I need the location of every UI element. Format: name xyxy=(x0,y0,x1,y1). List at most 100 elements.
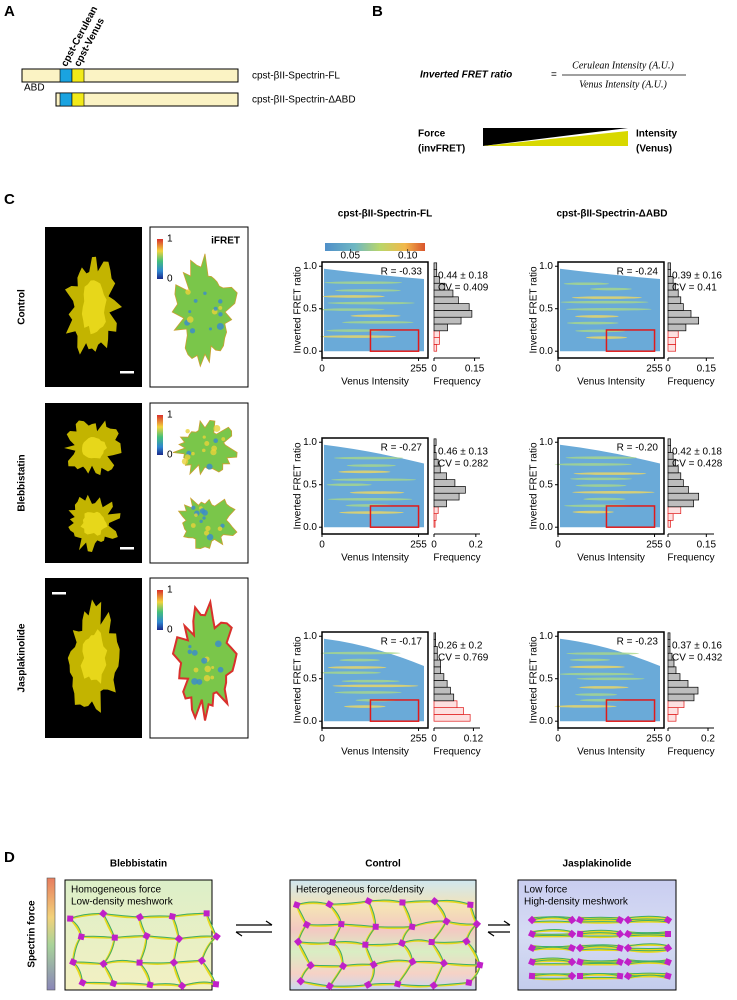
correlation-label: R = -0.33 xyxy=(381,267,423,278)
y-axis-label: Inverted FRET ratio xyxy=(293,636,304,724)
condition-title: Jasplakinolide xyxy=(563,859,632,870)
ifret-speckle xyxy=(211,665,215,669)
spectrin-strand xyxy=(531,957,573,961)
ifret-speckle xyxy=(216,322,224,330)
y-tick-label: 0.0 xyxy=(539,522,553,533)
density-band xyxy=(576,677,645,681)
histogram-bar xyxy=(667,337,677,345)
stats-label: CV = 0.428 xyxy=(672,459,723,470)
domain-label: ABD xyxy=(24,83,45,94)
density-band xyxy=(332,684,419,688)
formula-numerator: Cerulean Intensity (A.U.) xyxy=(572,60,674,71)
histogram-bar xyxy=(667,632,671,640)
histogram-bar xyxy=(433,686,451,695)
colorbar-tick-label: 1 xyxy=(167,234,173,245)
density-band xyxy=(334,289,401,292)
condition-text: High-density meshwork xyxy=(524,897,629,908)
stats-label: 0.37 ± 0.16 xyxy=(672,641,722,652)
force-label: (invFRET) xyxy=(418,144,465,155)
density-band xyxy=(327,301,415,305)
actin-node xyxy=(67,915,74,922)
actin-node xyxy=(177,981,187,991)
density-band xyxy=(572,510,614,514)
actin-node xyxy=(338,920,345,928)
y-tick-label: 0.5 xyxy=(539,673,553,684)
condition-label: Blebbistatin xyxy=(17,454,28,511)
density-band xyxy=(333,456,404,460)
force-axis-label: Spectrin force xyxy=(27,900,38,968)
actin-node xyxy=(363,980,373,989)
venus-block xyxy=(71,92,85,107)
density-band xyxy=(575,693,618,696)
hist-axis-label: Frequency xyxy=(433,747,480,758)
ifret-speckle xyxy=(185,289,191,295)
histogram-bar xyxy=(433,499,447,508)
construct-name: cpst-βII-Spectrin-FL xyxy=(252,71,340,82)
histogram-bar xyxy=(667,693,695,702)
density-band xyxy=(326,483,372,487)
histogram-bar xyxy=(667,486,689,494)
ifret-speckle xyxy=(206,533,214,541)
actin-node xyxy=(136,959,143,966)
y-tick-label: 1.0 xyxy=(303,631,317,642)
x-tick-label: 0 xyxy=(319,734,325,745)
hist-tick-label: 0 xyxy=(665,734,671,745)
histogram-bar xyxy=(433,445,436,453)
formula-denominator: Venus Intensity (A.U.) xyxy=(579,79,667,90)
spectrin-strand xyxy=(531,934,573,937)
hist-axis-label: Frequency xyxy=(667,747,714,758)
hist-tick-label: 0 xyxy=(665,364,671,375)
x-tick-label: 0 xyxy=(555,540,561,551)
panel-label: A xyxy=(4,3,15,20)
highlight-box xyxy=(605,505,656,528)
ifret-speckle xyxy=(220,523,225,528)
actin-node xyxy=(623,929,633,939)
density-band xyxy=(320,651,401,655)
density-band xyxy=(322,295,385,298)
ifret-speckle xyxy=(199,508,206,514)
actin-node xyxy=(294,937,303,946)
actin-node xyxy=(77,933,85,941)
highlight-box xyxy=(369,329,420,352)
density-band xyxy=(571,296,642,299)
correlation-label: R = -0.23 xyxy=(617,637,659,648)
ifret-speckle xyxy=(218,305,223,310)
cell-venus-core xyxy=(80,511,108,536)
histogram-bar xyxy=(667,316,700,325)
actin-node xyxy=(302,920,311,929)
actin-node xyxy=(203,910,210,917)
cerulean-block xyxy=(59,68,73,83)
ifret-speckle xyxy=(191,678,198,685)
density-band xyxy=(560,300,649,304)
formula-equals: = xyxy=(551,70,557,81)
spectrin-strand xyxy=(531,920,573,923)
spectrin-strand xyxy=(627,972,669,975)
histogram-bar xyxy=(667,303,684,311)
y-axis-label: Inverted FRET ratio xyxy=(529,266,540,354)
colorbar-tick-label: 0 xyxy=(167,625,173,636)
histogram-bar xyxy=(433,506,439,514)
highlight-box xyxy=(605,699,656,722)
image-label: iFRET xyxy=(211,236,240,247)
hist-tick-label: 0.2 xyxy=(701,734,715,745)
actin-node xyxy=(328,938,337,947)
condition-text: Low-density meshwork xyxy=(71,897,174,908)
x-tick-label: 255 xyxy=(410,540,427,551)
ifret-speckle xyxy=(191,649,198,656)
density-band xyxy=(319,308,385,311)
spectrin-strand xyxy=(579,944,621,947)
plot-frame xyxy=(321,437,429,535)
actin-node xyxy=(325,900,334,909)
histogram-bar xyxy=(433,296,459,304)
actin-node xyxy=(430,896,439,906)
spectrin-strand xyxy=(310,964,344,967)
intensity-wedge xyxy=(483,131,628,146)
ifret-speckle xyxy=(203,291,207,296)
density-band xyxy=(569,658,611,662)
actin-node xyxy=(623,915,633,925)
actin-node xyxy=(292,901,301,909)
density-band xyxy=(559,672,635,676)
y-axis-label: Inverted FRET ratio xyxy=(293,266,304,354)
histogram-bar xyxy=(667,438,671,446)
ifret-speckle xyxy=(202,516,206,520)
